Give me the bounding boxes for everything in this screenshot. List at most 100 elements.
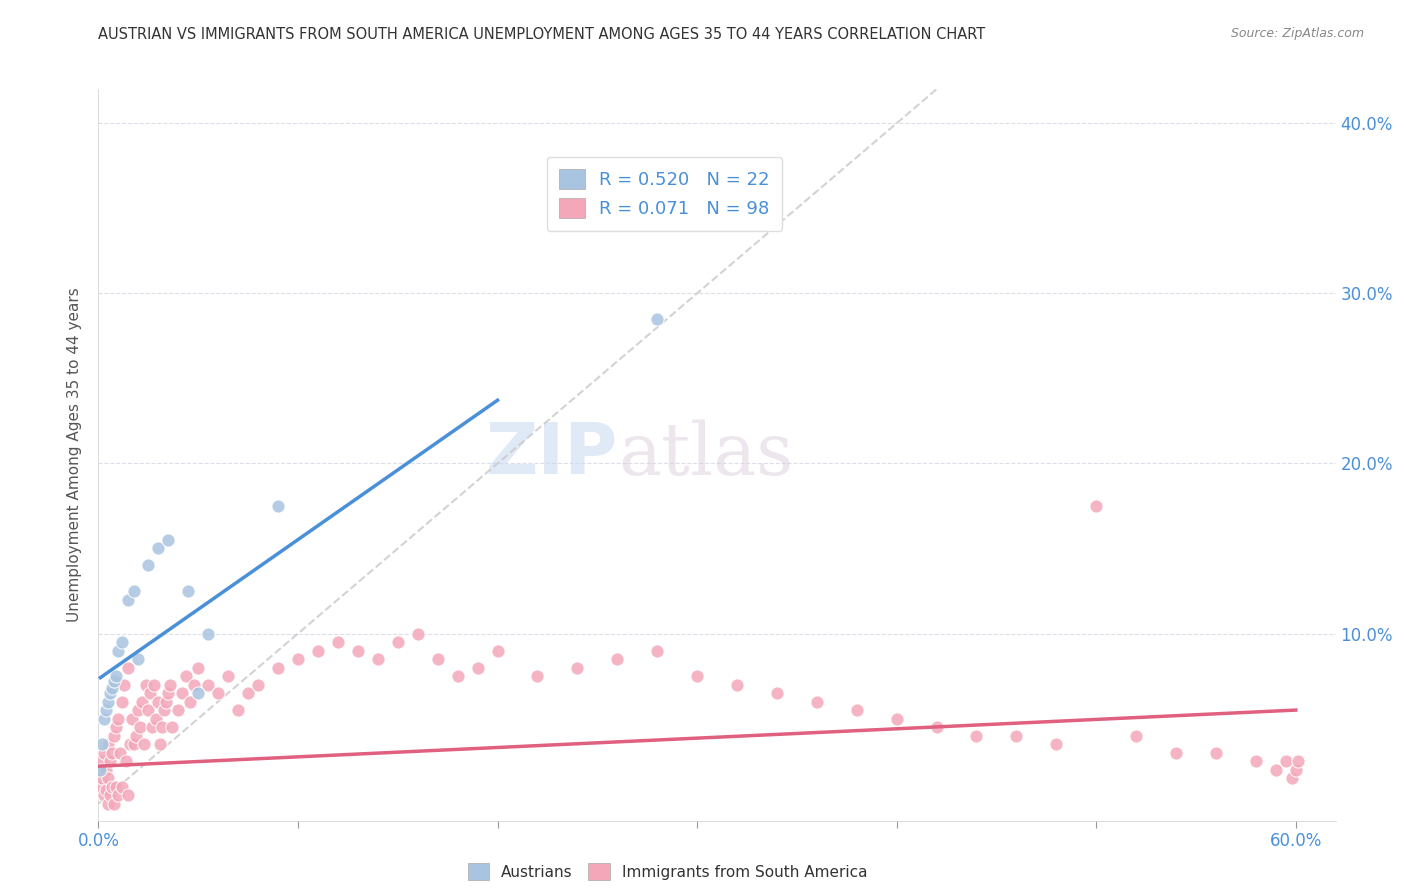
Point: [115, 754, 138, 768]
Point: [91, 737, 114, 751]
Point: [153, 703, 176, 717]
Point: [845, 703, 868, 717]
Point: [107, 788, 129, 802]
Point: [1205, 746, 1227, 760]
Point: [925, 720, 948, 734]
Point: [1264, 763, 1286, 777]
Point: [966, 729, 988, 743]
Point: [1244, 754, 1267, 768]
Point: [139, 686, 162, 700]
Point: [446, 669, 468, 683]
Point: [125, 729, 148, 743]
Point: [247, 677, 270, 691]
Point: [97, 737, 120, 751]
Point: [766, 686, 789, 700]
Point: [110, 746, 132, 760]
Point: [1286, 754, 1309, 768]
Point: [136, 703, 159, 717]
Point: [806, 695, 828, 709]
Point: [103, 797, 125, 811]
Point: [467, 660, 489, 674]
Point: [162, 720, 184, 734]
Point: [91, 771, 114, 785]
Point: [326, 635, 349, 649]
Point: [725, 677, 748, 691]
Point: [187, 686, 209, 700]
Point: [111, 635, 134, 649]
Point: [1281, 771, 1303, 785]
Point: [127, 652, 149, 666]
Point: [155, 695, 177, 709]
Point: [148, 541, 170, 556]
Point: [143, 677, 166, 691]
Point: [96, 703, 118, 717]
Point: [1125, 729, 1147, 743]
Point: [567, 660, 589, 674]
Point: [167, 703, 190, 717]
Point: [148, 695, 170, 709]
Point: [645, 311, 668, 326]
Point: [145, 712, 167, 726]
Point: [307, 643, 329, 657]
Point: [117, 660, 139, 674]
Point: [526, 669, 548, 683]
Point: [187, 660, 209, 674]
Point: [197, 626, 219, 640]
Point: [406, 626, 429, 640]
Point: [1005, 729, 1028, 743]
Point: [120, 737, 142, 751]
Point: [112, 677, 135, 691]
Point: [150, 720, 173, 734]
Point: [105, 720, 128, 734]
Point: [172, 686, 194, 700]
Point: [96, 763, 118, 777]
Point: [105, 669, 128, 683]
Point: [97, 771, 120, 785]
Point: [97, 797, 120, 811]
Point: [121, 712, 143, 726]
Point: [149, 737, 172, 751]
Point: [179, 695, 201, 709]
Point: [100, 788, 122, 802]
Point: [103, 674, 125, 689]
Point: [97, 695, 120, 709]
Point: [105, 780, 128, 794]
Point: [89, 763, 111, 777]
Text: atlas: atlas: [619, 419, 793, 491]
Point: [141, 720, 163, 734]
Point: [93, 746, 115, 760]
Point: [134, 737, 156, 751]
Point: [100, 754, 122, 768]
Point: [174, 669, 197, 683]
Point: [111, 695, 134, 709]
Point: [217, 669, 239, 683]
Point: [117, 592, 139, 607]
Point: [1085, 499, 1108, 513]
Point: [157, 533, 180, 547]
Point: [157, 686, 180, 700]
Point: [101, 681, 124, 695]
Point: [93, 712, 115, 726]
Text: ZIP: ZIP: [486, 420, 619, 490]
Point: [1045, 737, 1067, 751]
Point: [91, 754, 114, 768]
Point: [111, 780, 134, 794]
Point: [645, 643, 668, 657]
Point: [207, 686, 229, 700]
Point: [124, 737, 146, 751]
Point: [1285, 763, 1308, 777]
Point: [131, 695, 153, 709]
Legend: Austrians, Immigrants from South America: Austrians, Immigrants from South America: [461, 857, 873, 886]
Point: [886, 712, 908, 726]
Point: [1164, 746, 1187, 760]
Point: [101, 780, 124, 794]
Point: [124, 584, 146, 599]
Point: [107, 712, 129, 726]
Point: [287, 652, 309, 666]
Point: [100, 686, 122, 700]
Point: [486, 643, 509, 657]
Point: [226, 703, 249, 717]
Point: [686, 669, 709, 683]
Point: [367, 652, 389, 666]
Point: [107, 643, 129, 657]
